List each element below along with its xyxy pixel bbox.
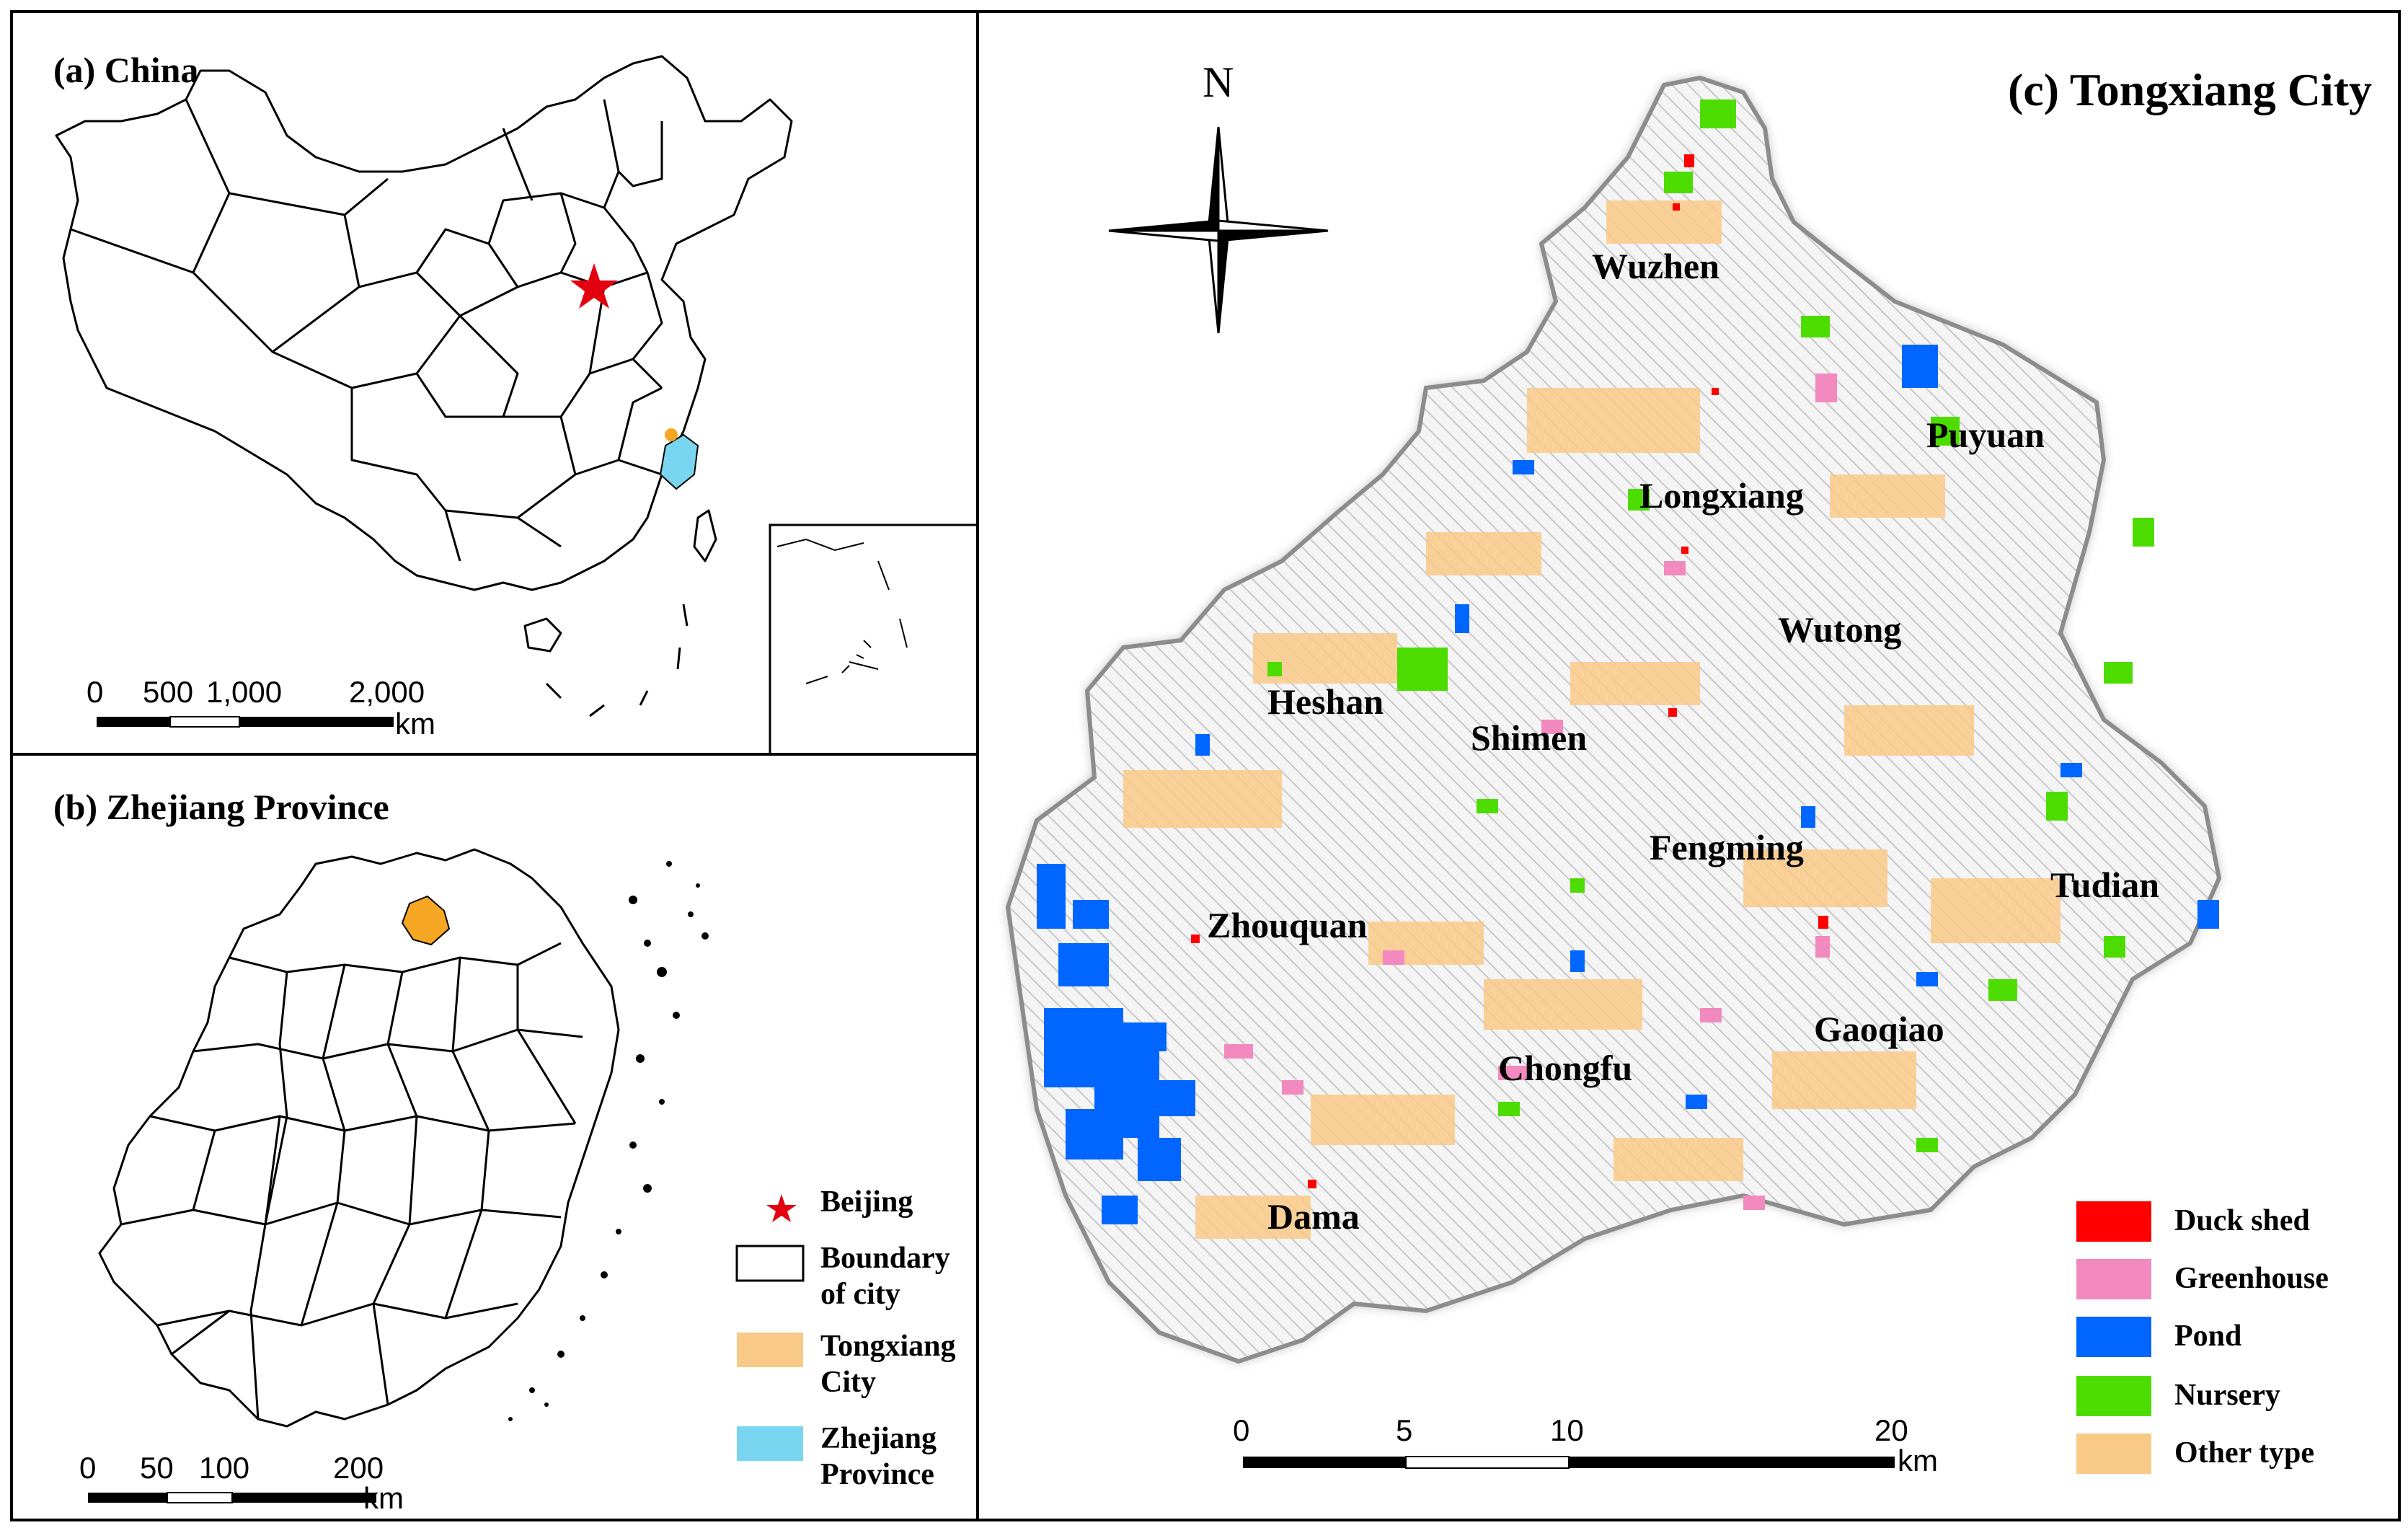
other-type-patches [1123,200,2060,1239]
zhejiang-panel: (b) Zhejiang Province Beijing Boundary o… [10,753,979,1521]
legend-tongxiang-swatch [737,1333,803,1367]
tongxiang-scale-tick: 0 [1233,1413,1250,1447]
north-arrow-icon [1108,126,1329,334]
greenhouse-patches [1224,374,1837,1210]
tongxiang-panel-title: (c) Tongxiang City [2008,64,2372,115]
tongxiang-scale-tick: 5 [1396,1413,1413,1447]
zhejiang-map [88,848,805,1503]
tongxiang-boundary [1005,75,2222,1364]
south-sea-inset [769,523,981,757]
town-label: Gaoqiao [1814,1009,1944,1049]
legend-other-type-swatch [2076,1433,2151,1474]
zhejiang-outline [98,848,620,1428]
china-scale-tick: 0 [87,675,104,709]
legend-greenhouse-swatch [2076,1259,2151,1299]
china-scale-unit: km [395,707,435,741]
legend-zhejiang-swatch [737,1426,803,1461]
tongxiang-map [1005,75,2222,1474]
china-panel-title: (a) China [53,50,199,90]
tongxiang-scale-unit: km [1898,1444,1938,1477]
legend-nursery-swatch [2076,1376,2151,1416]
legend-beijing-label: Beijing [820,1185,913,1219]
zhejiang-panel-title: (b) Zhejiang Province [53,787,389,827]
town-label: Fengming [1650,827,1804,867]
zhejiang-city-boundaries [120,942,583,1420]
china-scale-tick: 1,000 [206,675,283,709]
china-scale-tick: 500 [143,675,194,709]
tongxiang-panel: (c) Tongxiang City [976,10,2401,1521]
zhejiang-scale-tick: 200 [333,1451,384,1485]
legend-boundary-label: Boundary of city [820,1242,950,1311]
zhejiang-scale-tick: 100 [199,1451,250,1485]
tongxiang-scale-bar [1243,1456,1895,1469]
taiwan-island [693,509,717,562]
zhejiang-scale-bar [88,1492,376,1503]
tongxiang-highlight [401,895,451,946]
town-label: Chongfu [1498,1048,1633,1088]
hainan-island [523,617,562,653]
china-outline [55,55,793,591]
legend-pond-swatch [2076,1317,2151,1357]
legend-pond-label: Pond [2174,1320,2242,1353]
china-panel: (a) China [10,10,981,757]
china-map [55,55,981,757]
tongxiang-scale-tick: 20 [1874,1413,1908,1447]
legend-zhejiang-label: Zhejiang Province [820,1422,937,1491]
tongxiang-dot [665,428,678,441]
china-scale-bar [97,716,394,728]
china-scale-tick: 2,000 [349,675,425,709]
legend-nursery-label: Nursery [2174,1379,2280,1412]
zhejiang-scale-unit: km [363,1481,404,1515]
legend-tongxiang-label: Tongxiang City [820,1330,956,1399]
town-label: Tudian [2050,865,2160,905]
legend-duck-shed-label: Duck shed [2174,1204,2310,1237]
legend-beijing-star-icon [766,1194,797,1222]
town-label: Wuzhen [1592,246,1719,286]
beijing-star-icon [570,263,618,309]
nursery-patches [1267,100,2154,1152]
legend-boundary-swatch [735,1245,805,1282]
zhejiang-scale-tick: 50 [140,1451,174,1485]
town-label: Shimen [1471,717,1588,758]
legend-greenhouse-label: Greenhouse [2174,1262,2329,1295]
town-label: Heshan [1267,681,1384,722]
zhejiang-scale-tick: 0 [79,1451,97,1485]
legend-other-type-label: Other type [2174,1436,2315,1470]
town-label: Wutong [1778,609,1902,650]
legend-duck-shed-swatch [2076,1201,2151,1242]
town-label: Longxiang [1639,475,1804,516]
town-label: Zhouquan [1207,905,1368,945]
north-label: N [1203,58,1234,106]
town-label: Dama [1267,1196,1360,1237]
tongxiang-scale-tick: 10 [1550,1413,1584,1447]
pond-patches [1037,345,2219,1224]
province-boundaries [70,99,663,562]
duck-shed-patches [1191,154,1828,1188]
zhejiang-highlight [659,433,699,490]
town-label: Puyuan [1926,415,2045,455]
